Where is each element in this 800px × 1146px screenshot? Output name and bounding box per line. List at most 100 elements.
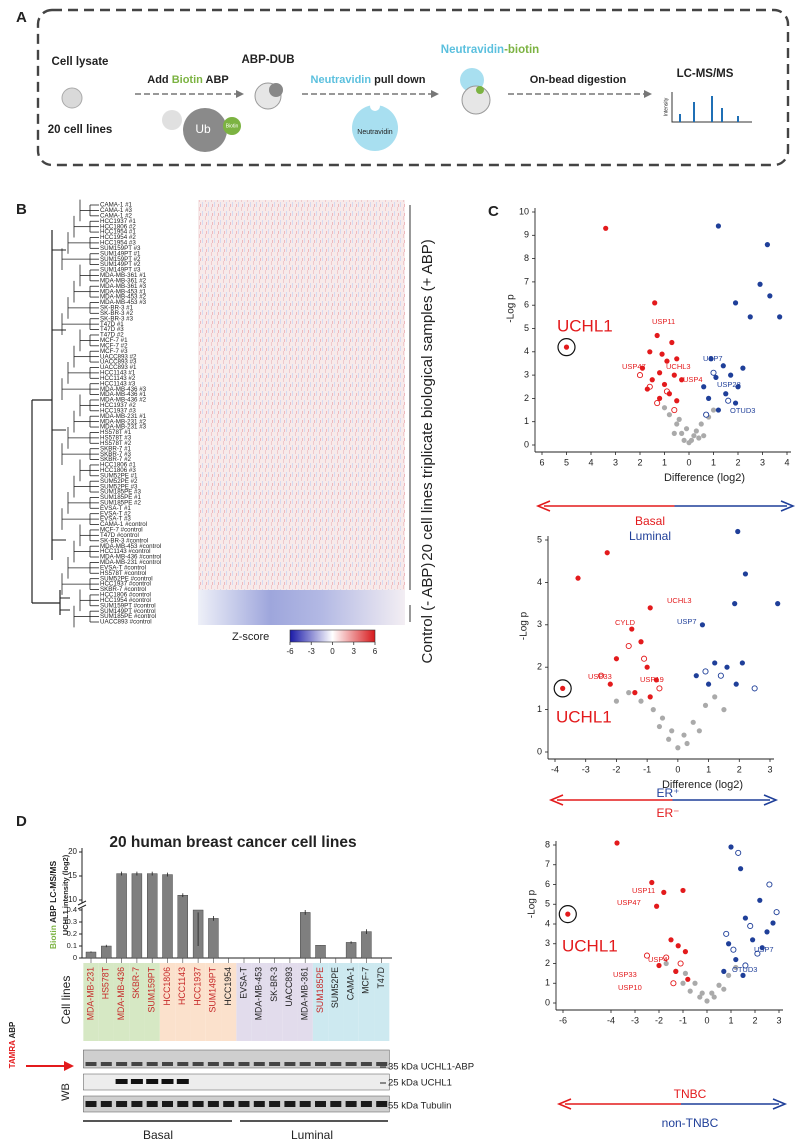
data-point (699, 990, 705, 996)
data-point (708, 356, 714, 362)
sample-label: HCC1937 #1 (100, 218, 136, 225)
point-annotation: USP11 (632, 886, 655, 895)
sample-label: SUM52PE #control (100, 575, 153, 582)
sample-label: SUM185PE #1 (100, 494, 141, 501)
sample-label: CAMA-1 #1 (100, 202, 133, 209)
blot-band (315, 1062, 326, 1066)
data-point (721, 707, 727, 713)
data-point (614, 840, 620, 846)
x-tick-label: -2 (612, 764, 620, 774)
x-tick-label: 3 (767, 764, 772, 774)
blot-band (269, 1101, 281, 1107)
direction-label: non-TNBC (662, 1116, 719, 1130)
data-point (757, 897, 763, 903)
data-point (647, 349, 653, 355)
data-point (739, 660, 745, 666)
data-point (757, 281, 763, 287)
sample-label: SUM52PE #3 (100, 483, 138, 490)
data-point (677, 960, 684, 967)
data-point (682, 970, 689, 976)
sample-label: SUM185PE #3 (100, 489, 141, 496)
data-point (702, 702, 709, 708)
category-label: SUM159PT (147, 966, 157, 1012)
data-point (681, 437, 687, 443)
blot-row (83, 1095, 390, 1113)
y-axis-label: -Log p (527, 889, 538, 918)
category-band (205, 963, 222, 1041)
x-tick-label: 2 (752, 1015, 757, 1025)
data-point (715, 407, 722, 413)
x-tick-label: -3 (631, 1015, 639, 1025)
ub-icon (183, 108, 227, 152)
data-point (659, 351, 665, 357)
category-band (343, 963, 359, 1041)
point-annotation: OTUD3 (730, 406, 755, 415)
data-point (732, 300, 739, 306)
sample-label: SUM149PT #1 (100, 250, 141, 257)
y-tick-label: 5 (524, 323, 529, 333)
data-point (681, 732, 687, 738)
blot-band (299, 1062, 311, 1066)
sample-label: CAMA-1 #2 (100, 212, 133, 219)
data-point (716, 982, 722, 988)
bar (208, 918, 219, 959)
data-point (732, 601, 738, 607)
direction-label: ER⁺ (656, 786, 679, 800)
sample-label: SK-BR-3 #3 (100, 315, 134, 322)
sample-label: SUM159PT #3 (100, 245, 141, 252)
x-tick-label: 1 (728, 1015, 733, 1025)
blot-band (116, 1062, 128, 1066)
category-label: HCC1806 (162, 967, 172, 1006)
data-point (705, 681, 712, 687)
y-tick-label: 3 (524, 369, 529, 379)
blot-band (85, 1062, 97, 1066)
blot-band (131, 1062, 143, 1066)
point-annotation: USP11 (652, 317, 675, 326)
arrow-head (644, 90, 652, 98)
blot-band (223, 1062, 235, 1066)
sample-label: MDA-MB-231 #control (100, 559, 161, 566)
sample-label: HCC1954 #control (100, 597, 151, 604)
data-point (701, 433, 707, 439)
blot-band (360, 1062, 372, 1066)
data-point (679, 377, 685, 383)
point-annotation: USP33 (613, 970, 637, 979)
sample-label: HCC1806 #control (100, 592, 151, 599)
sample-label: MCF-7 #3 (100, 348, 128, 355)
data-point (710, 407, 717, 413)
data-point (710, 369, 717, 376)
data-point (629, 626, 635, 632)
data-point (650, 707, 656, 713)
data-point (661, 405, 668, 411)
bar (315, 945, 326, 959)
data-point (704, 998, 710, 1004)
sample-label: HCC1954 #2 (100, 234, 136, 241)
text-part: Add (147, 74, 171, 86)
sample-label: HCC1937 #3 (100, 407, 136, 414)
colorbar-tick-label: -6 (286, 647, 294, 656)
data-point (742, 915, 749, 921)
data-point (684, 740, 690, 747)
sample-label: HS578T #control (100, 570, 146, 577)
highlight-ring (557, 338, 576, 357)
text-part: Neutravidin (311, 74, 372, 86)
data-point (724, 664, 730, 670)
data-point (647, 605, 653, 611)
data-point (636, 372, 644, 379)
data-point (613, 698, 620, 704)
y-tick-label: 0.4 (67, 905, 77, 914)
data-point (699, 622, 706, 628)
highlight-ring (553, 679, 572, 698)
y-tick-label: 4 (537, 577, 542, 587)
y-tick-label: 0 (537, 746, 542, 756)
point-annotation: USP7 (703, 354, 723, 363)
data-point (644, 664, 650, 670)
bracket-label: Control (- ABP) (419, 563, 436, 664)
sample-label: HCC1143 #2 (100, 375, 136, 382)
colorbar-tick-label: -3 (308, 647, 316, 656)
group-label: Basal (143, 1128, 173, 1142)
biotin-icon (223, 117, 241, 135)
blot-band (207, 1101, 219, 1107)
